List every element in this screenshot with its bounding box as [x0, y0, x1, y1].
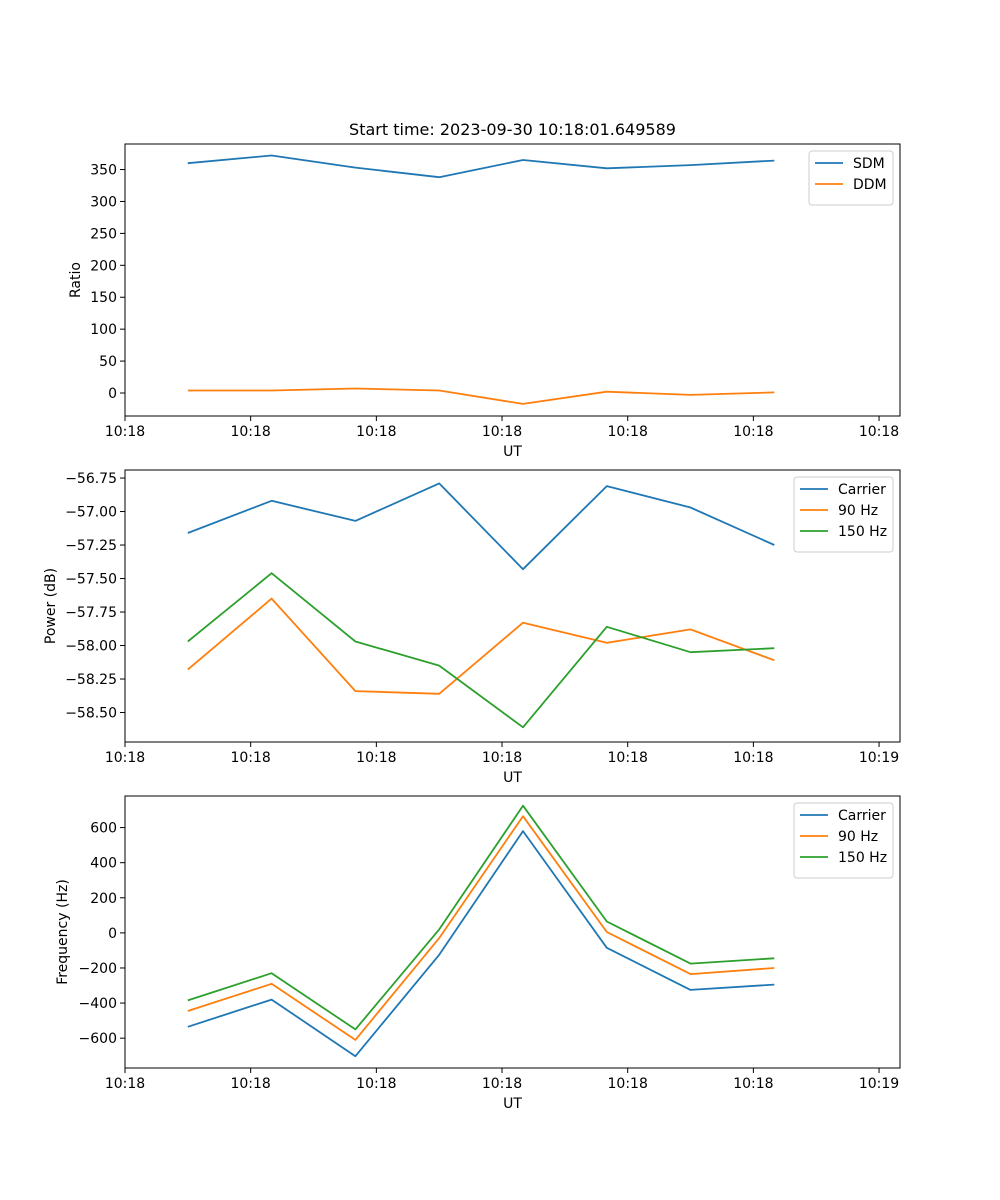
series-line-150-hz [187, 572, 775, 729]
y-tick-label: 200 [90, 258, 117, 274]
legend: Carrier 90 Hz 150 Hz [793, 802, 894, 879]
chart-panel-3: 10:18 10:18 10:18 10:18 10:18 10:18 10:19 −600 −… [55, 795, 901, 1112]
legend-frame [793, 476, 894, 553]
y-tick-label: −56.75 [65, 471, 117, 487]
x-tick-label: 10:18 [356, 424, 396, 440]
legend-label: Carrier [838, 808, 886, 824]
y-tick-label: −58.25 [65, 672, 117, 688]
x-axis-label: UT [503, 444, 522, 460]
plot-frame [124, 795, 901, 1069]
x-tick-label: 10:18 [482, 1076, 522, 1092]
y-tick-label: 0 [108, 386, 117, 402]
x-tick-label: 10:18 [482, 750, 522, 766]
x-tick-label: 10:18 [356, 750, 396, 766]
x-tick-label: 10:18 [733, 750, 773, 766]
y-tick-label: −600 [79, 1031, 117, 1047]
x-tick-label: 10:18 [105, 750, 145, 766]
y-tick-label: 0 [108, 926, 117, 942]
y-tick-label: 200 [90, 891, 117, 907]
legend-frame [793, 802, 894, 879]
y-tick-label: −400 [79, 996, 117, 1012]
y-tick-label: 600 [90, 821, 117, 837]
x-axis-label: UT [503, 770, 522, 786]
plot-frame [124, 143, 901, 417]
y-tick-label: −57.50 [65, 572, 117, 588]
legend-label: 90 Hz [838, 829, 878, 845]
x-tick-label: 10:18 [859, 424, 899, 440]
x-tick-label: 10:19 [859, 1076, 899, 1092]
x-tick-label: 10:18 [356, 1076, 396, 1092]
x-tick-label: 10:18 [608, 750, 648, 766]
y-tick-label: −57.25 [65, 538, 117, 554]
x-tick-label: 10:18 [733, 1076, 773, 1092]
y-tick-label: 100 [90, 322, 117, 338]
legend-label: 150 Hz [838, 850, 887, 866]
y-axis-label: Frequency (Hz) [55, 879, 71, 985]
legend-label: 150 Hz [838, 524, 887, 540]
series-line-carrier [187, 830, 775, 1058]
x-tick-label: 10:18 [105, 424, 145, 440]
series-line-90-hz [187, 597, 775, 695]
series-line-sdm [187, 154, 775, 179]
legend-label: SDM [853, 156, 885, 172]
x-tick-label: 10:18 [105, 1076, 145, 1092]
legend-label: 90 Hz [838, 503, 878, 519]
x-tick-label: 10:18 [230, 424, 270, 440]
y-tick-label: −57.75 [65, 605, 117, 621]
y-axis-label: Power (dB) [43, 568, 59, 644]
y-tick-label: −57.00 [65, 505, 117, 521]
y-tick-label: 350 [90, 163, 117, 179]
y-tick-label: 400 [90, 856, 117, 872]
legend: SDM DDM [808, 150, 894, 206]
x-tick-label: 10:19 [859, 750, 899, 766]
series-line-90-hz [187, 815, 775, 1041]
figure-title: Start time: 2023-09-30 10:18:01.649589 [349, 120, 676, 139]
x-tick-label: 10:18 [482, 424, 522, 440]
x-tick-label: 10:18 [733, 424, 773, 440]
x-tick-label: 10:18 [230, 1076, 270, 1092]
y-axis-label: Ratio [68, 262, 84, 298]
legend: Carrier 90 Hz 150 Hz [793, 476, 894, 553]
legend-label: DDM [853, 177, 887, 193]
legend-label: Carrier [838, 482, 886, 498]
chart-panel-1: 10:18 10:18 10:18 10:18 10:18 10:18 10:18 0 50 10… [68, 143, 901, 460]
y-tick-label: −200 [79, 961, 117, 977]
x-tick-label: 10:18 [230, 750, 270, 766]
y-tick-label: 50 [99, 354, 117, 370]
y-tick-label: 150 [90, 290, 117, 306]
y-tick-label: 250 [90, 226, 117, 242]
y-tick-label: 300 [90, 194, 117, 210]
x-axis-label: UT [503, 1096, 522, 1112]
y-tick-label: −58.00 [65, 639, 117, 655]
y-tick-label: −58.50 [65, 706, 117, 722]
series-line-150-hz [187, 804, 775, 1031]
legend-frame [808, 150, 894, 206]
series-line-carrier [187, 482, 775, 571]
x-tick-label: 10:18 [608, 424, 648, 440]
x-tick-label: 10:18 [608, 1076, 648, 1092]
chart-panel-2: 10:18 10:18 10:18 10:18 10:18 10:18 10:19 −58.5… [43, 469, 901, 786]
plot-frame [124, 469, 901, 743]
series-line-ddm [187, 387, 775, 405]
